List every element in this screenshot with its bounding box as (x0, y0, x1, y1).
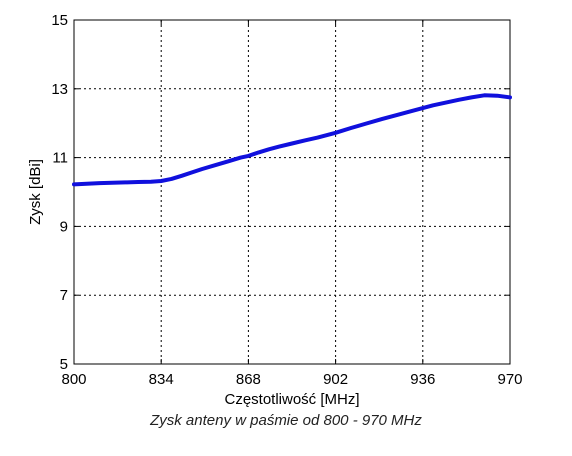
chart-caption: Zysk anteny w paśmie od 800 - 970 MHz (150, 412, 422, 429)
y-tick-label: 5 (60, 356, 68, 373)
grid-lines (74, 20, 510, 364)
y-tick-label: 13 (51, 81, 68, 98)
y-tick-labels: 5 7 9 11 13 15 (51, 12, 68, 373)
x-axis-label: Częstotliwość [MHz] (224, 391, 359, 408)
x-tick-label: 868 (236, 371, 261, 388)
gain-series-line (72, 93, 512, 187)
x-tick-label: 834 (149, 371, 174, 388)
x-tick-label: 936 (410, 371, 435, 388)
y-tick-label: 15 (51, 12, 68, 29)
series-group (72, 93, 512, 187)
x-tick-label: 800 (61, 371, 86, 388)
x-tick-label: 902 (323, 371, 348, 388)
y-axis-label: Zysk [dBi] (27, 159, 44, 225)
tick-marks (73, 19, 511, 365)
y-tick-label: 9 (60, 218, 68, 235)
x-tick-label: 970 (497, 371, 522, 388)
y-tick-label: 11 (52, 150, 68, 167)
gain-chart: 800 834 868 902 936 970 5 7 9 11 13 15 Częstotliwo… (27, 12, 523, 408)
x-tick-labels: 800 834 868 902 936 970 (61, 371, 522, 388)
y-tick-label: 7 (60, 287, 68, 304)
plot-frame (73, 19, 511, 365)
